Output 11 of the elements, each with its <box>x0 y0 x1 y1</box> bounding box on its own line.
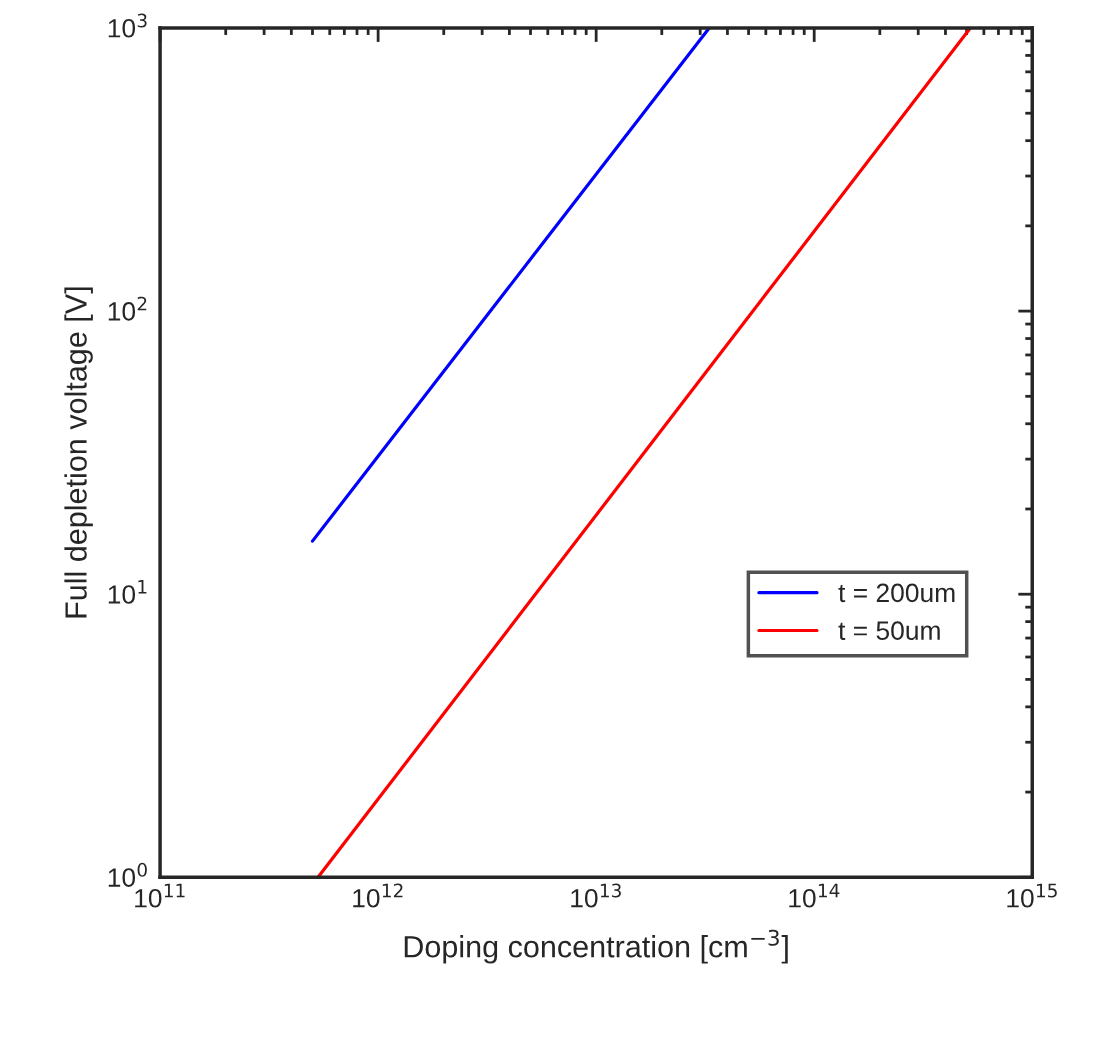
x-axis-title: Doping concentration [cm$^{−3}$] <box>404 929 788 964</box>
y-axis-title: Full depletion voltage [V] <box>64 287 93 618</box>
y-tick-label: 10$^{3}$ <box>108 13 147 38</box>
x-tick-label: 10$^{13}$ <box>571 883 621 908</box>
x-tick-label: 10$^{14}$ <box>789 883 840 908</box>
y-tick-label: 10$^{2}$ <box>108 296 147 321</box>
legend-label: t = 50um <box>838 621 940 640</box>
legend-label: t = 200um <box>838 583 955 603</box>
y-tick-label: 10$^{1}$ <box>108 580 147 604</box>
x-tick-label: 10$^{12}$ <box>353 883 403 908</box>
x-tick-label: 10$^{15}$ <box>1007 883 1057 908</box>
